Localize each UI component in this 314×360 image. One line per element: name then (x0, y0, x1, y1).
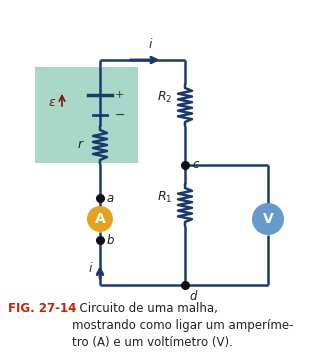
Text: d: d (189, 289, 197, 302)
Circle shape (87, 206, 113, 232)
FancyBboxPatch shape (35, 67, 138, 163)
Text: $R_2$: $R_2$ (157, 89, 173, 104)
Text: +: + (115, 90, 124, 100)
Text: a: a (107, 192, 114, 204)
Text: V: V (263, 212, 273, 226)
Text: $\varepsilon$: $\varepsilon$ (48, 96, 56, 109)
Text: i: i (88, 262, 92, 275)
Text: c: c (192, 158, 198, 171)
Text: Circuito de uma malha,
mostrando como ligar um amperíme-
tro (A) e um voltímetro: Circuito de uma malha, mostrando como li… (72, 302, 294, 349)
Circle shape (252, 203, 284, 235)
Text: A: A (95, 212, 106, 226)
Text: r: r (78, 139, 83, 152)
Text: −: − (115, 108, 126, 122)
Text: FIG. 27-14: FIG. 27-14 (8, 302, 76, 315)
Text: $R_1$: $R_1$ (157, 189, 173, 204)
Text: i: i (149, 38, 152, 51)
Text: b: b (107, 234, 115, 247)
